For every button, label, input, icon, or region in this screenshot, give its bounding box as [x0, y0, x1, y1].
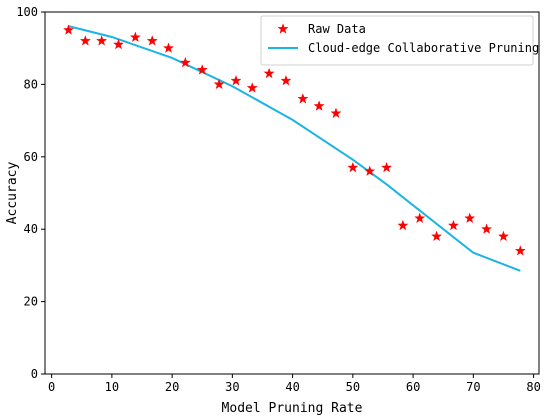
raw-data-point [112, 38, 125, 50]
legend-star-marker [277, 23, 289, 34]
plot-marks [62, 24, 526, 272]
x-tick-label: 80 [526, 380, 540, 394]
x-axis: 0 10 20 30 40 50 60 70 80 [48, 374, 541, 394]
raw-data-point [196, 64, 208, 75]
raw-data-point [96, 35, 108, 46]
raw-data-point [464, 212, 476, 224]
raw-data-point [330, 107, 342, 119]
raw-data-point [414, 212, 426, 224]
y-tick-label: 20 [24, 295, 38, 309]
raw-data-point [179, 56, 191, 68]
x-tick-label: 10 [105, 380, 119, 394]
y-tick-label: 40 [24, 222, 38, 236]
raw-data-point [397, 219, 409, 231]
raw-data-point [514, 245, 526, 256]
y-tick-label: 100 [16, 5, 38, 19]
x-tick-label: 20 [165, 380, 179, 394]
raw-data-point [481, 223, 493, 234]
legend-star-icon [277, 23, 289, 34]
raw-data-point [381, 161, 393, 173]
plot-frame [44, 11, 540, 375]
raw-data-point [230, 74, 242, 86]
raw-data-point [280, 74, 292, 86]
raw-data-point [347, 161, 359, 173]
legend: Raw Data Cloud-edge Collaborative Prunin… [260, 15, 539, 66]
series-line-fit [68, 25, 521, 272]
x-tick-label: 70 [466, 380, 480, 394]
x-tick-label: 40 [285, 380, 299, 394]
x-tick-label: 50 [346, 380, 360, 394]
raw-data-point [447, 219, 459, 231]
raw-data-point [297, 93, 309, 104]
raw-data-point [62, 24, 75, 35]
raw-data-point [213, 78, 225, 90]
raw-data-point [246, 82, 258, 93]
x-tick-label: 60 [406, 380, 420, 394]
y-tick-label: 0 [31, 367, 38, 381]
raw-data-point [364, 165, 376, 176]
raw-data-point [497, 230, 509, 242]
y-axis: 0 20 40 60 80 100 [16, 5, 45, 381]
raw-data-point [162, 42, 175, 53]
raw-data-point [79, 35, 91, 46]
y-tick-label: 60 [24, 150, 38, 164]
raw-data-point [313, 100, 325, 111]
x-tick-label: 0 [48, 380, 55, 394]
legend-label-fit: Cloud-edge Collaborative Pruning [308, 41, 539, 55]
legend-box [260, 15, 534, 66]
raw-data-point [263, 67, 275, 79]
raw-data-point [146, 35, 158, 46]
legend-label-raw-data: Raw Data [308, 22, 366, 36]
x-tick-label: 30 [225, 380, 239, 394]
y-tick-label: 80 [24, 77, 38, 91]
raw-data-point [129, 31, 141, 43]
raw-data-point [431, 230, 443, 242]
y-axis-label: Accuracy [5, 162, 20, 225]
x-axis-label: Model Pruning Rate [222, 401, 363, 416]
